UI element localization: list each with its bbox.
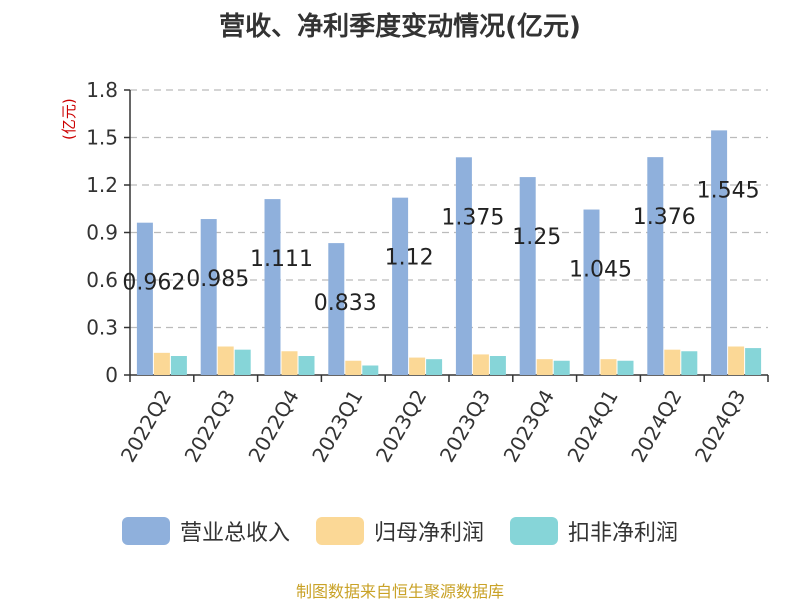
x-tick-label-2024Q2: 2024Q2: [626, 386, 686, 467]
y-tick-label-3: 0.9: [86, 221, 118, 245]
legend-swatch-deducted-net-profit: [510, 517, 558, 545]
bar-2-2023Q2[interactable]: [426, 359, 443, 375]
data-label-2024Q3: 1.545: [697, 178, 760, 203]
bar-2-2023Q1[interactable]: [362, 365, 379, 376]
bar-0-2022Q4[interactable]: [264, 199, 281, 375]
data-label-2022Q4: 1.111: [250, 247, 313, 272]
y-tick-label-4: 1.2: [86, 173, 118, 197]
y-tick-label-1: 0.3: [86, 316, 118, 340]
x-tick-label-2024Q3: 2024Q3: [690, 386, 750, 467]
bar-layer: [136, 130, 762, 376]
x-tick-label-2023Q2: 2023Q2: [371, 386, 431, 467]
legend-label-net-profit: 归母净利润: [373, 521, 484, 546]
bar-0-2023Q1[interactable]: [328, 243, 345, 375]
x-tick-label-2024Q1: 2024Q1: [562, 386, 622, 467]
bar-1-2022Q3[interactable]: [217, 346, 234, 376]
legend-label-deducted-net-profit: 扣非净利润: [568, 521, 679, 546]
bar-0-2023Q2[interactable]: [392, 197, 409, 375]
bar-2-2022Q2[interactable]: [170, 356, 187, 375]
bar-2-2024Q2[interactable]: [681, 351, 698, 375]
x-tick-label-2022Q3: 2022Q3: [180, 386, 240, 467]
bar-0-2022Q2[interactable]: [136, 222, 153, 375]
y-tick-label-2: 0.6: [86, 268, 118, 292]
data-label-2024Q2: 1.376: [633, 205, 696, 230]
data-label-2023Q1: 0.833: [314, 291, 377, 316]
y-unit-label: (亿元): [60, 98, 78, 140]
bar-2-2024Q3[interactable]: [745, 348, 762, 375]
bar-2-2022Q4[interactable]: [298, 356, 315, 375]
bar-0-2024Q1[interactable]: [583, 209, 600, 375]
bar-1-2023Q1[interactable]: [345, 360, 362, 375]
chart-title: 营收、净利季度变动情况(亿元): [219, 12, 581, 42]
bar-0-2023Q4[interactable]: [519, 177, 536, 375]
data-label-2023Q4: 1.25: [512, 225, 561, 250]
data-label-2022Q3: 0.985: [186, 267, 249, 292]
source-note: 制图数据来自恒生聚源数据库: [295, 582, 504, 601]
y-tick-label-5: 1.5: [86, 126, 118, 150]
data-label-2023Q2: 1.12: [385, 246, 434, 271]
bar-0-2024Q3[interactable]: [711, 130, 728, 375]
bar-0-2022Q3[interactable]: [200, 219, 217, 375]
bar-1-2024Q2[interactable]: [664, 349, 681, 375]
legend-swatch-revenue: [121, 517, 170, 545]
y-tick-label-6: 1.8: [86, 78, 118, 102]
x-tick-label-2023Q4: 2023Q4: [499, 386, 559, 467]
data-label-2022Q2: 0.962: [122, 271, 185, 296]
bar-2-2023Q3[interactable]: [489, 356, 506, 375]
x-tick-label-2022Q4: 2022Q4: [243, 386, 303, 467]
legend-item-deducted-net-profit[interactable]: 扣非净利润: [510, 515, 678, 547]
bar-2-2023Q4[interactable]: [553, 360, 570, 375]
legend-swatch-net-profit: [315, 517, 364, 545]
data-label-2023Q3: 1.375: [441, 205, 504, 230]
x-tick-label-2023Q1: 2023Q1: [307, 386, 367, 467]
bar-0-2023Q3[interactable]: [455, 157, 472, 375]
bar-1-2022Q2[interactable]: [153, 352, 170, 375]
bar-1-2022Q4[interactable]: [281, 351, 298, 375]
bar-0-2024Q2[interactable]: [647, 157, 664, 375]
data-label-2024Q1: 1.045: [569, 258, 632, 283]
legend-item-net-profit[interactable]: 归母净利润: [315, 515, 484, 547]
legend: 营业总收入 归母净利润 扣非净利润: [0, 515, 800, 547]
legend-item-revenue[interactable]: 营业总收入: [121, 515, 290, 547]
bar-1-2024Q1[interactable]: [600, 359, 617, 375]
x-tick-label-2022Q2: 2022Q2: [116, 386, 176, 467]
legend-label-revenue: 营业总收入: [179, 521, 290, 546]
y-tick-label-0: 0: [105, 363, 118, 387]
bar-2-2024Q1[interactable]: [617, 360, 634, 375]
bar-1-2023Q3[interactable]: [472, 354, 489, 375]
bar-1-2024Q3[interactable]: [728, 346, 745, 376]
bar-1-2023Q4[interactable]: [536, 359, 553, 375]
bar-2-2022Q3[interactable]: [234, 349, 251, 375]
x-tick-label-2023Q3: 2023Q3: [435, 386, 495, 467]
bar-1-2023Q2[interactable]: [409, 357, 426, 375]
